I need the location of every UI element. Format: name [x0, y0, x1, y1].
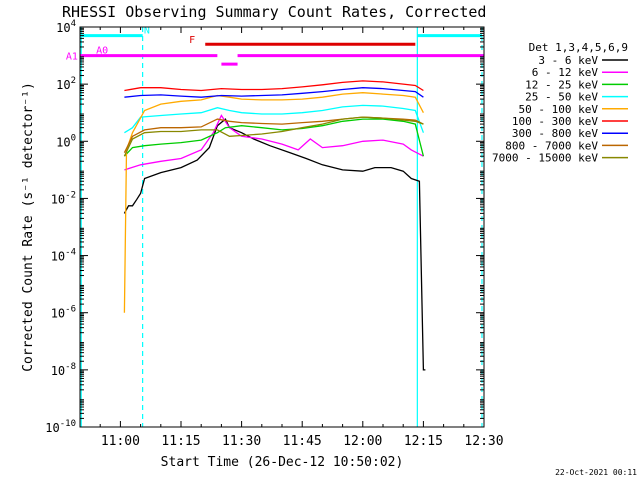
- series-line-0: [123, 118, 426, 371]
- x-tick-label-4: 12:00: [343, 434, 382, 449]
- legend-label-6: 300 - 800 keV: [512, 127, 598, 140]
- legend-label-8: 7000 - 15000 keV: [492, 152, 598, 165]
- attenuator-bars: N F A1 A0: [66, 26, 484, 66]
- series-lines: [123, 80, 426, 371]
- attenuator-label-a0: A0: [96, 46, 108, 57]
- series-line-4: [123, 92, 424, 313]
- y-tick-label-4: 10-2: [51, 190, 76, 206]
- y-tick-label-2: 10-6: [51, 305, 76, 321]
- y-tick-label-6: 102: [56, 76, 76, 92]
- y-tick-label-1: 10-8: [51, 362, 76, 378]
- series-line-3: [124, 104, 425, 134]
- y-tick-label-0: 10-10: [45, 419, 76, 435]
- y-axis-label: Corrected Count Rate (s⁻¹ detector⁻¹): [21, 82, 36, 372]
- legend-title: Det 1,3,4,5,6,9: [529, 41, 628, 54]
- series-line-6: [124, 87, 424, 98]
- series-line-2: [123, 118, 425, 157]
- x-tick-label-1: 11:15: [161, 434, 200, 449]
- attenuator-label-a1: A1: [66, 52, 78, 63]
- legend-label-1: 6 - 12 keV: [532, 66, 599, 79]
- x-tick-label-6: 12:30: [464, 434, 503, 449]
- axes: 11:00 11:15 11:30 11:45 12:00 12:15 12:30 10-10…: [45, 19, 503, 449]
- series-line-5: [124, 80, 424, 92]
- x-tick-label-5: 12:15: [404, 434, 443, 449]
- x-tick-label-0: 11:00: [101, 434, 140, 449]
- legend-label-5: 100 - 300 keV: [512, 115, 598, 128]
- attenuator-label-f: F: [189, 35, 195, 46]
- y-tick-label-5: 100: [56, 133, 76, 149]
- legend-label-4: 50 - 100 keV: [519, 103, 599, 116]
- chart-title: RHESSI Observing Summary Count Rates, Co…: [62, 3, 486, 21]
- footer-date: 22-Oct-2021 00:11: [555, 468, 637, 477]
- series-line-8: [123, 116, 424, 157]
- x-axis-label: Start Time (26-Dec-12 10:50:02): [161, 455, 404, 470]
- legend-label-3: 25 - 50 keV: [525, 91, 598, 104]
- attenuator-label-n: N: [144, 26, 150, 37]
- legend-label-7: 800 - 7000 keV: [505, 139, 598, 152]
- legend-label-0: 3 - 6 keV: [538, 54, 598, 67]
- legend-label-2: 12 - 25 keV: [525, 78, 598, 91]
- x-tick-label-3: 11:45: [283, 434, 322, 449]
- x-tick-label-2: 11:30: [222, 434, 261, 449]
- y-tick-label-7: 104: [56, 19, 76, 35]
- series-line-1: [124, 114, 424, 171]
- y-tick-label-3: 10-4: [51, 248, 76, 264]
